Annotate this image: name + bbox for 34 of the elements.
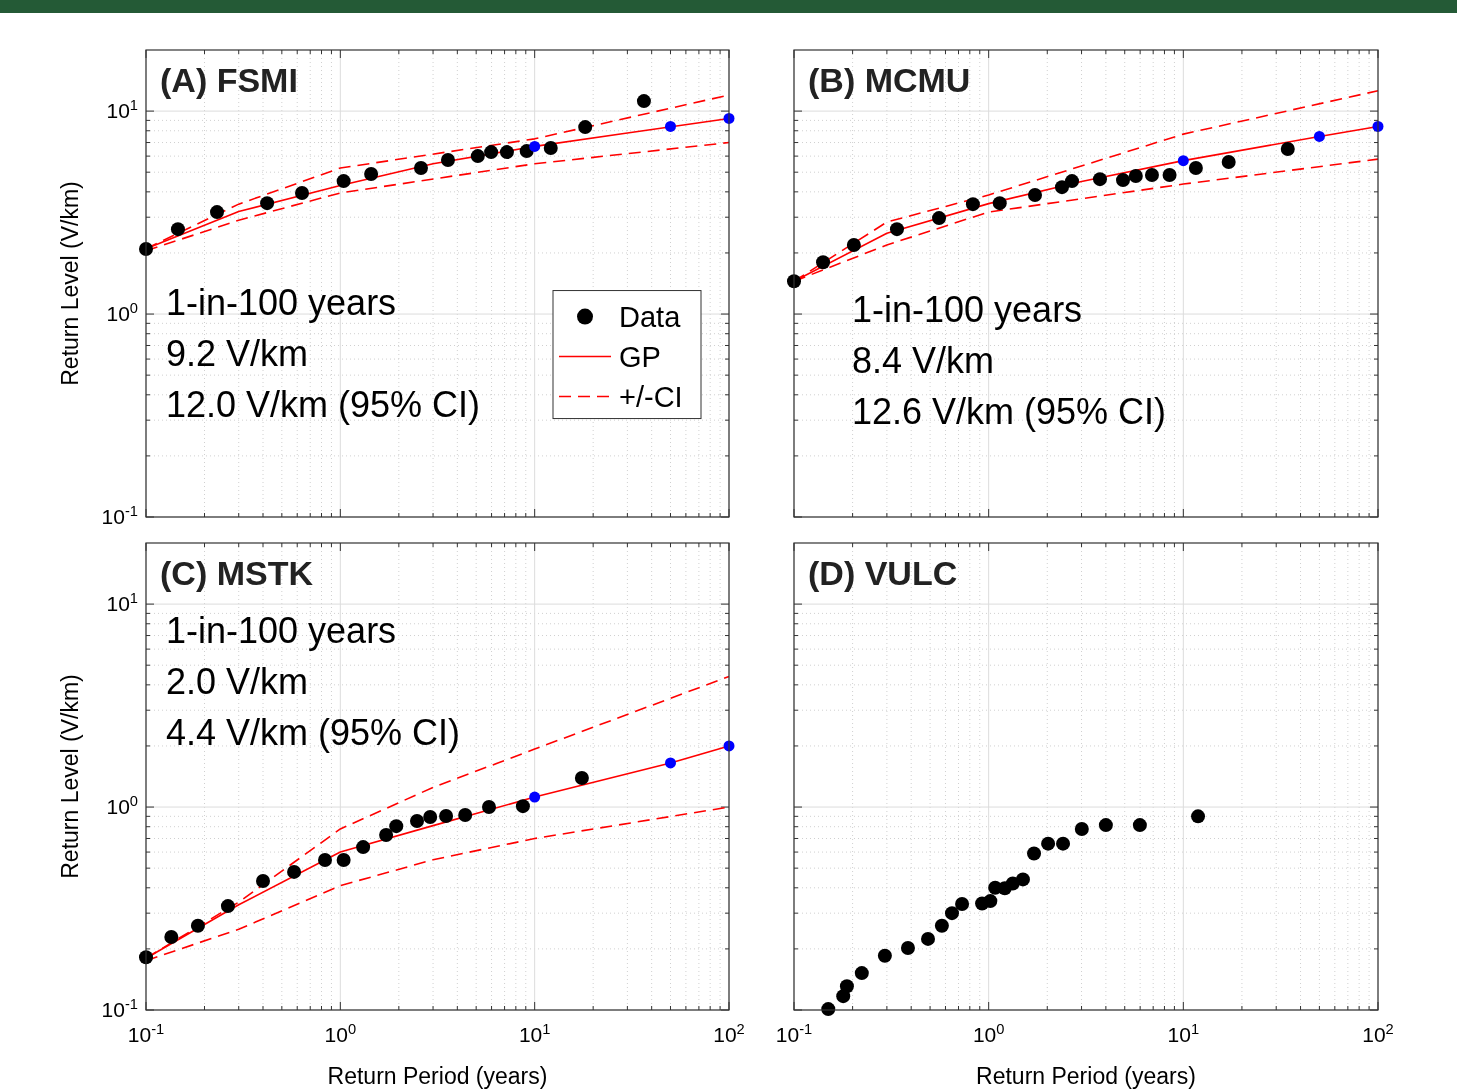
chart-title: (D) VULC xyxy=(808,554,958,592)
legend-label: GP xyxy=(619,340,661,373)
y-tick-label: 10$^{0}$ xyxy=(106,300,138,326)
y-tick-label: 10$^{1}$ xyxy=(106,97,138,123)
annotation: 4.4 V/km (95% CI) xyxy=(166,712,461,753)
x-tick-label: 10$^{2}$ xyxy=(713,1021,745,1046)
y-tick-label: 10$^{1}$ xyxy=(106,590,138,616)
x-tick-label: 10$^{1}$ xyxy=(1167,1021,1200,1046)
x-axis-title: Return Period (years) xyxy=(327,1063,548,1089)
y-axis-title: Return Level (V/km) xyxy=(57,181,83,386)
legend-label: Data xyxy=(619,300,682,333)
annotation: 2.0 V/km xyxy=(166,661,309,702)
x-tick-label: 10$^{-1}$ xyxy=(775,1021,813,1046)
annotation: 12.6 V/km (95% CI) xyxy=(852,391,1167,432)
legend-label: +/-CI xyxy=(619,380,683,413)
chart-title: (A) FSMI xyxy=(160,61,298,99)
y-tick-label: 10$^{-1}$ xyxy=(101,503,138,528)
annotation: 1-in-100 years xyxy=(852,289,1083,330)
annotation: 8.4 V/km xyxy=(852,340,995,381)
x-tick-label: 10$^{2}$ xyxy=(1362,1021,1394,1046)
annotation: 9.2 V/km xyxy=(166,333,309,374)
y-tick-label: 10$^{-1}$ xyxy=(101,996,138,1021)
y-tick-label: 10$^{0}$ xyxy=(106,793,138,819)
x-axis-title: Return Period (years) xyxy=(976,1063,1196,1089)
x-tick-label: 10$^{0}$ xyxy=(972,1021,1005,1046)
x-tick-label: 10$^{-1}$ xyxy=(127,1021,165,1046)
annotation: 1-in-100 years xyxy=(166,610,397,651)
y-axis-title: Return Level (V/km) xyxy=(57,674,83,879)
chart-title: (B) MCMU xyxy=(808,61,971,99)
annotation: 12.0 V/km (95% CI) xyxy=(166,384,481,425)
x-tick-label: 10$^{0}$ xyxy=(324,1021,357,1046)
chart-title: (C) MSTK xyxy=(160,554,314,592)
x-tick-label: 10$^{1}$ xyxy=(518,1021,551,1046)
annotation: 1-in-100 years xyxy=(166,282,397,323)
